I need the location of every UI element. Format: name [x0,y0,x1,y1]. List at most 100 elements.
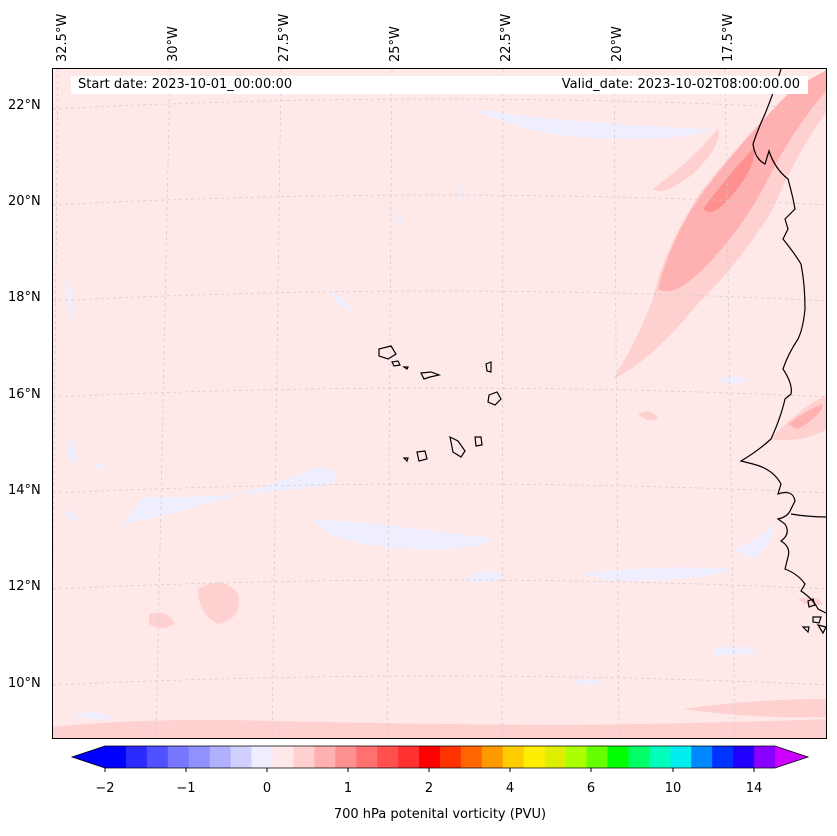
colorbar-segment [440,746,462,768]
gridline-lon [724,69,736,738]
island-santiago [449,435,466,458]
colorbar-label: 700 hPa potenital vorticity (PVU) [333,807,547,822]
pv-patch-strong-red [703,149,754,212]
gridline-lon [271,69,282,738]
lon-label-20w: 20°W [610,26,625,62]
colorbar-segment [105,746,127,768]
lat-label-16n: 16°N [8,387,41,402]
gridline-lat [53,387,826,398]
colorbar-tick: 2 [424,781,434,796]
colorbar-segment [356,746,378,768]
pv-negative-patches [65,109,774,720]
colorbar-segment [293,746,315,768]
lon-label-17-5w: 17.5°W [721,13,736,62]
pv-patch-blue [583,567,733,581]
colorbar-segment [628,746,650,768]
colorbar-segment [419,746,441,768]
colorbar-segment [314,746,336,768]
pv-patch-light-red [683,699,826,718]
island-santo-antao [378,345,397,360]
pv-patch-medium-red [788,404,823,429]
colorbar-extend-low [72,746,105,768]
pv-patch-light-red [149,612,175,628]
gridline-lat [53,579,826,590]
pv-patch-blue [397,211,404,227]
colorbar-segment [125,746,148,768]
colorbar-tick: −2 [95,781,115,796]
colorbar-segment [586,746,608,768]
lat-label-18n: 18°N [8,290,41,305]
colorbar-segment [188,746,211,768]
gridline-lat [53,675,826,686]
colorbar-tick: 14 [745,781,763,796]
colorbar-tick: 4 [505,781,515,796]
colorbar-segment [460,746,483,768]
map-canvas[interactable] [53,69,827,739]
colorbar-segment [607,746,629,768]
gridline-lat [53,194,826,206]
gridline-lon [53,69,59,582]
colorbar-segment [272,746,294,768]
colorbar-segment [377,746,399,768]
colorbar-segment [523,746,546,768]
colorbar-segment [712,746,734,768]
colorbar-segment [230,746,253,768]
colorbar-tick: 10 [664,781,682,796]
island-sao-nicolau [420,371,442,380]
graticule [53,69,826,738]
pv-positive-patches [53,70,826,738]
colorbar-segment [565,746,588,768]
colorbar-segment [209,746,232,768]
island-brava [402,457,409,463]
lat-label-22n: 22°N [8,98,41,113]
lon-label-27-5w: 27.5°W [277,13,292,62]
pv-patch-blue [328,289,353,314]
colorbar-segment [733,746,755,768]
colorbar-segment [398,746,420,768]
lat-label-20n: 20°N [8,194,41,209]
lon-label-32-5w: 32.5°W [55,13,70,62]
pv-patch-blue [67,279,74,319]
colorbar-segment [481,746,504,768]
colorbar-segment [251,746,273,768]
island-fogo [416,450,428,462]
pv-patch-blue [93,463,106,469]
pv-patch-light-red [53,719,826,738]
pv-patch-light-red [198,582,239,624]
pv-patch-blue [713,646,758,655]
gridline-lat [53,98,826,110]
colorbar-segment [691,746,713,768]
colorbar-segment [146,746,169,768]
colorbar-segment [670,746,692,768]
colorbar-tick: 6 [586,781,596,796]
colorbar-segment [544,746,567,768]
lat-label-10n: 10°N [8,676,41,691]
pv-patch-blue [73,712,113,720]
pv-patch-blue [67,439,76,464]
colorbar-tick: −1 [176,781,196,796]
africa-coastline-inlet [790,513,826,518]
colorbar-tick: 1 [343,781,353,796]
pv-patch-blue [455,179,468,204]
coastlines [378,69,826,635]
valid-date-label: Valid_date: 2023-10-02T08:00:00.00 [541,76,808,94]
lon-label-25w: 25°W [388,26,403,62]
map-panel[interactable] [52,68,827,739]
coastal-islands [801,598,826,635]
pv-patch-blue [473,109,713,140]
colorbar [70,745,810,772]
pv-patch-blue [463,570,503,583]
lon-label-22-5w: 22.5°W [499,13,514,62]
island-sal [485,361,492,373]
colorbar-extend-high [775,746,808,768]
start-date-label: Start date: 2023-10-01_00:00:00 [71,76,541,94]
gridline-lon [501,69,504,738]
colorbar-segment [335,746,357,768]
lat-label-14n: 14°N [8,483,41,498]
colorbar-segment [754,746,776,768]
island-sao-vicente [391,360,401,367]
pv-patch-blue [573,679,603,685]
lat-label-12n: 12°N [8,579,41,594]
gridline-lon [386,69,393,738]
colorbar-segment [649,746,671,768]
